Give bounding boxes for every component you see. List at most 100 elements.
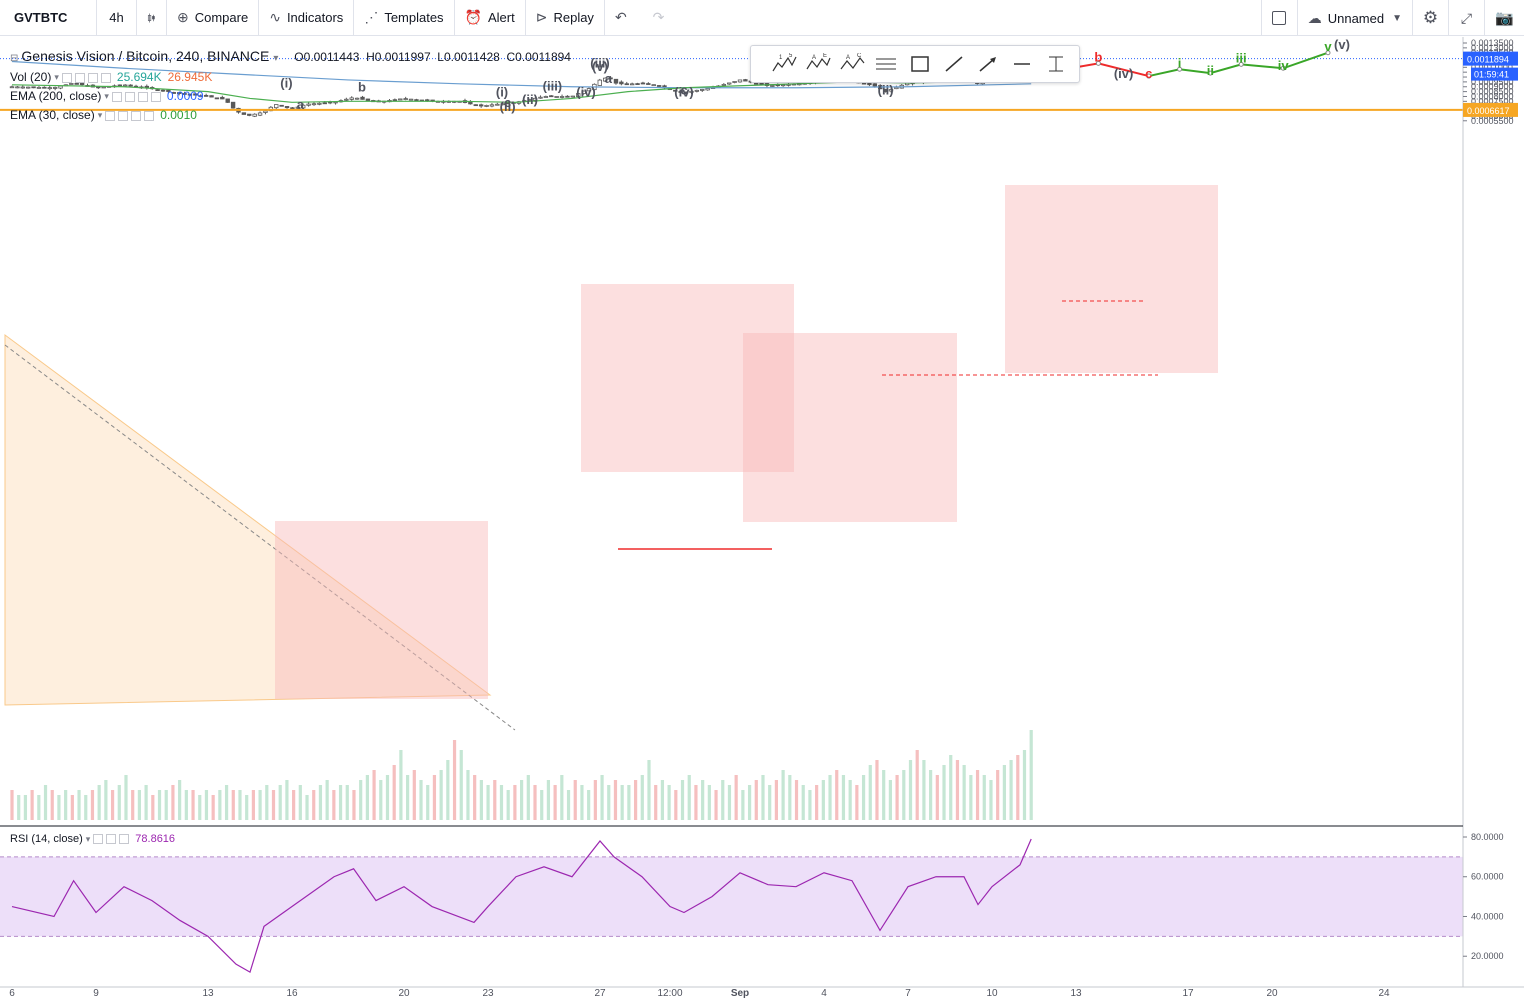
volume-bar bbox=[520, 780, 524, 820]
volume-bar bbox=[84, 795, 88, 820]
volume-bar bbox=[573, 780, 577, 820]
trend-line-tool[interactable] bbox=[937, 49, 971, 79]
replay-button[interactable]: ⊳ Replay bbox=[526, 0, 605, 36]
arrow-tool[interactable] bbox=[971, 49, 1005, 79]
legend-ema30-row[interactable]: EMA (30, close) ▾ 0.0010 bbox=[10, 106, 571, 125]
layout-name-button[interactable]: ☁ Unnamed ▼ bbox=[1296, 0, 1412, 36]
plus-circle-icon: ⊕ bbox=[177, 9, 189, 25]
volume-bar bbox=[406, 775, 410, 820]
volume-bar bbox=[841, 775, 846, 820]
legend-ema200-row[interactable]: EMA (200, close) ▾ 0.0009 bbox=[10, 87, 571, 106]
candle-body bbox=[365, 98, 371, 101]
volume-bar bbox=[533, 785, 537, 820]
wave-point bbox=[1095, 60, 1101, 66]
candle-body bbox=[117, 84, 123, 87]
axes: 0.00135000.00130000.00125000.00120000.00… bbox=[0, 37, 1524, 999]
price-tick-label: 0.0013000 bbox=[1471, 43, 1514, 53]
volume-bar bbox=[77, 790, 81, 820]
volume-bar bbox=[23, 795, 28, 820]
volume-bar bbox=[975, 770, 980, 820]
wave-label: (v) bbox=[592, 59, 608, 74]
price-tick-label: 0.0008000 bbox=[1471, 91, 1514, 101]
candle-body bbox=[317, 102, 322, 105]
settings-button[interactable]: ⚙ bbox=[1412, 0, 1448, 36]
green-impulse-wave bbox=[1148, 51, 1329, 78]
wave-label: (iii) bbox=[543, 79, 563, 94]
volume-bar bbox=[855, 785, 859, 820]
wave-label: iii bbox=[1236, 50, 1247, 65]
legend-chevron-icon[interactable]: ▾ bbox=[273, 53, 279, 64]
fullscreen-layout-button[interactable] bbox=[1260, 0, 1297, 36]
redo-button[interactable]: ↷ bbox=[643, 0, 681, 36]
chart-style-button[interactable] bbox=[137, 0, 167, 36]
interval-button[interactable]: 4h bbox=[97, 0, 137, 36]
volume-bar bbox=[566, 790, 571, 820]
compare-button[interactable]: ⊕ Compare bbox=[167, 0, 260, 36]
rectangle-tool[interactable] bbox=[903, 49, 937, 79]
volume-bar bbox=[600, 775, 604, 820]
volume-bar bbox=[271, 790, 276, 820]
price-range-tool[interactable] bbox=[1039, 49, 1073, 79]
alert-button[interactable]: ⏰ Alert bbox=[455, 0, 526, 36]
volume-bar bbox=[553, 785, 557, 820]
volume-bar bbox=[895, 775, 899, 820]
volume-bar bbox=[828, 775, 832, 820]
candle-body bbox=[36, 86, 42, 89]
volume-bar bbox=[191, 790, 195, 820]
volume-bar bbox=[332, 790, 336, 820]
volume-bar bbox=[969, 775, 973, 820]
candle-body bbox=[500, 103, 505, 106]
compare-label: Compare bbox=[194, 10, 249, 25]
candle-body bbox=[9, 86, 15, 89]
volume-bar bbox=[43, 785, 48, 820]
svg-text:E: E bbox=[823, 53, 827, 59]
ema200-label: EMA (200, close) bbox=[10, 89, 102, 103]
time-tick-label: 27 bbox=[594, 988, 606, 999]
volume-bar bbox=[982, 775, 986, 820]
fullscreen-button[interactable]: ⤢ bbox=[1448, 0, 1484, 36]
volume-bar bbox=[50, 790, 54, 820]
legend-main-row: ⊟ Genesis Vision / Bitcoin, 240, BINANCE ▾… bbox=[10, 47, 571, 68]
rsi-band bbox=[0, 856, 1463, 937]
volume-bar bbox=[204, 790, 209, 820]
volume-bar bbox=[446, 760, 450, 820]
volume-bar bbox=[151, 795, 155, 820]
chevron-down-icon: ▼ bbox=[1392, 12, 1402, 24]
volume-bar bbox=[365, 775, 369, 820]
symbol-search-button[interactable]: GVTBTC bbox=[0, 0, 97, 36]
candle-body bbox=[732, 81, 737, 83]
candle-body bbox=[398, 98, 403, 101]
horizontal-lines-tool[interactable] bbox=[869, 49, 903, 79]
price-tick-label: 0.0011000 bbox=[1471, 62, 1513, 72]
rsi-legend[interactable]: RSI (14, close) ▾ 78.8616 bbox=[10, 833, 176, 845]
templates-button[interactable]: ⋰ Templates bbox=[354, 0, 455, 36]
volume-bar bbox=[627, 785, 631, 820]
wave-point bbox=[1280, 65, 1286, 71]
price-chart[interactable]: (iii)abc(iv)iiiiiiivv(v)(iii)(v)ac(iv)(i… bbox=[0, 37, 1524, 1002]
volume-value-a: 25.694K bbox=[116, 70, 162, 84]
volume-bar bbox=[882, 770, 886, 820]
indicators-button[interactable]: ∿ Indicators bbox=[259, 0, 355, 36]
candle-body bbox=[489, 104, 495, 107]
time-tick-label: 10 bbox=[986, 988, 998, 999]
volume-bar bbox=[412, 770, 416, 820]
collapse-icon[interactable]: ⊟ bbox=[10, 53, 19, 64]
volume-bar bbox=[955, 760, 960, 820]
svg-text:A: A bbox=[812, 55, 816, 61]
snapshot-button[interactable]: 📷 bbox=[1484, 0, 1524, 36]
candle-body bbox=[166, 89, 171, 92]
close-value: C0.0011894 bbox=[506, 50, 571, 64]
legend-volume-row[interactable]: Vol (20) ▾ 25.694K 26.945K bbox=[10, 68, 571, 87]
volume-bar bbox=[1022, 750, 1027, 820]
volume-bar bbox=[821, 780, 825, 820]
candle-body bbox=[182, 93, 187, 95]
horizontal-ray-tool[interactable] bbox=[1005, 49, 1039, 79]
rectangle-icon bbox=[911, 56, 929, 72]
undo-button[interactable]: ↶ bbox=[605, 0, 643, 36]
replay-label: Replay bbox=[553, 10, 594, 25]
candle-body bbox=[198, 95, 203, 98]
